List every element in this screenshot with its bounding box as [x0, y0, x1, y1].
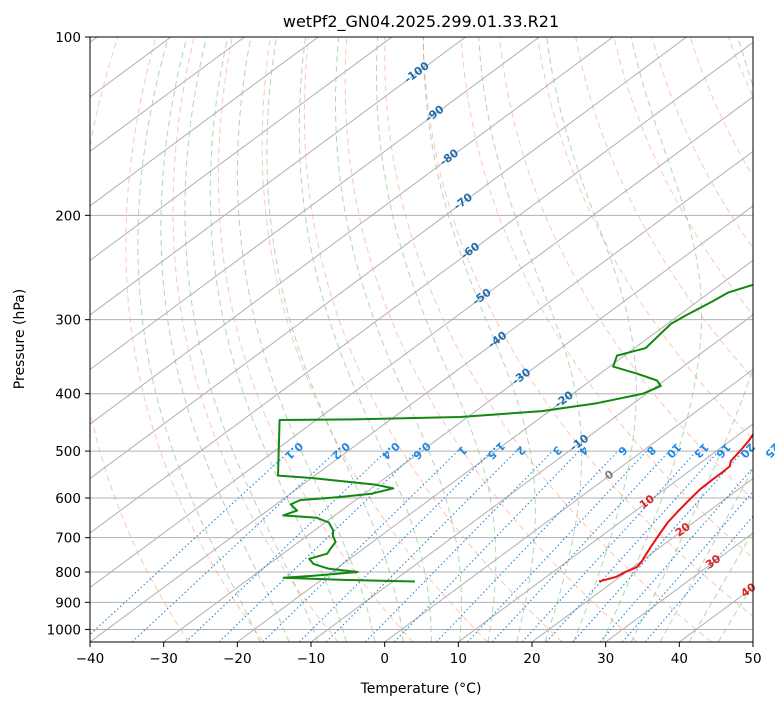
x-tick-label: 50	[744, 651, 761, 667]
mixing-ratio-line	[298, 450, 492, 642]
dry-adiabat-line	[172, 37, 339, 642]
y-tick-label: 300	[55, 313, 81, 329]
y-tick-label: 200	[55, 208, 81, 224]
x-tick-label: 10	[450, 651, 467, 667]
dry-adiabat-line	[384, 37, 713, 642]
isotherm-line	[605, 532, 753, 642]
moist-adiabat-line	[160, 37, 290, 642]
y-tick-label: 1000	[47, 622, 81, 638]
y-tick-label: 800	[55, 565, 81, 581]
x-tick-label: −10	[297, 651, 326, 667]
isotherm-line	[163, 205, 753, 642]
profile-lines	[277, 283, 753, 583]
x-tick-label: −20	[223, 651, 252, 667]
y-tick-label: 900	[55, 595, 81, 611]
plot-frame	[89, 36, 754, 643]
isotherm-line	[90, 37, 614, 425]
y-tick-label: 500	[55, 444, 81, 460]
mixing-ratio-line	[325, 450, 517, 642]
dry-adiabat-line	[460, 37, 753, 559]
y-tick-label: 400	[55, 387, 81, 403]
dewpoint-profile-line	[277, 283, 753, 583]
mixing-ratio-line	[218, 450, 418, 642]
moist-adiabat-line	[601, 37, 702, 642]
isotherm-line	[90, 37, 466, 316]
moist-adiabat-line	[659, 467, 753, 642]
x-tick-label: 30	[597, 651, 614, 667]
moist-adiabat-line	[137, 37, 261, 642]
mixing-ratio-line	[572, 450, 744, 642]
moist-adiabat-line	[478, 37, 583, 642]
mixing-ratio-line	[262, 450, 459, 642]
isotherm-line	[90, 37, 540, 371]
mixing-ratio-line	[131, 450, 337, 642]
dry-adiabat-line	[217, 37, 414, 642]
moist-adiabat-line	[236, 37, 376, 642]
moist-adiabat-line	[423, 37, 536, 642]
y-tick-label: 600	[55, 491, 81, 507]
moist-adiabat-line	[298, 37, 432, 642]
mixing-ratio-line	[364, 450, 553, 642]
moist-adiabat-line	[209, 37, 347, 642]
dry-adiabat-line	[90, 37, 190, 642]
mixing-ratio-line	[545, 450, 720, 642]
dry-adiabat-line	[125, 37, 264, 642]
x-tick-label: 20	[523, 651, 540, 667]
dry-adiabat-line	[344, 37, 638, 642]
y-axis-label: Pressure (hPa)	[12, 289, 28, 389]
isotherm-line	[310, 314, 753, 642]
x-tick-label: −30	[149, 651, 178, 667]
dry-adiabat-line	[498, 37, 753, 500]
isotherm-line	[90, 41, 753, 534]
x-axis-label: Temperature (°C)	[360, 681, 482, 697]
isotherm-line	[90, 150, 753, 642]
isotherm-line	[237, 259, 753, 642]
moist-adiabat-line	[335, 37, 462, 642]
y-tick-label: 100	[55, 30, 81, 46]
mixing-ratio-line	[491, 450, 670, 642]
isotherm-line	[90, 96, 753, 589]
isotherm-line	[90, 37, 393, 262]
y-tick-label: 700	[55, 531, 81, 547]
isotherm-line	[458, 423, 753, 642]
chart-title: wetPf2_GN04.2025.299.01.33.R21	[283, 12, 559, 32]
dry-adiabat-line	[651, 37, 753, 249]
x-tick-label: 40	[671, 651, 688, 667]
moist-adiabat-line	[630, 37, 753, 642]
temperature-profile-line	[598, 432, 753, 583]
isotherm-line	[384, 368, 753, 642]
x-tick-label: 0	[380, 651, 389, 667]
mixing-ratio-line	[393, 450, 580, 642]
moist-adiabat-line	[376, 37, 497, 642]
isotherm-line	[531, 477, 753, 642]
x-tick-label: −40	[76, 651, 105, 667]
mixing-ratio-line	[521, 450, 697, 642]
dry-adiabat-line	[575, 37, 753, 380]
dry-adiabat-line	[537, 37, 753, 441]
reference-lines	[90, 37, 753, 642]
isotherm-line	[90, 37, 319, 207]
moist-adiabat-line	[266, 37, 404, 642]
isotherm-line	[90, 37, 687, 480]
dry-adiabat-line	[303, 37, 563, 642]
mixing-ratio-line	[90, 450, 290, 636]
dry-adiabat-line	[689, 37, 753, 178]
axes: −40 −30 −20 −10 0 10 20 30 40 50 100 200 300 400 500 60…	[47, 30, 762, 667]
moist-adiabat-line	[184, 37, 319, 642]
isotherm-line	[90, 37, 245, 153]
